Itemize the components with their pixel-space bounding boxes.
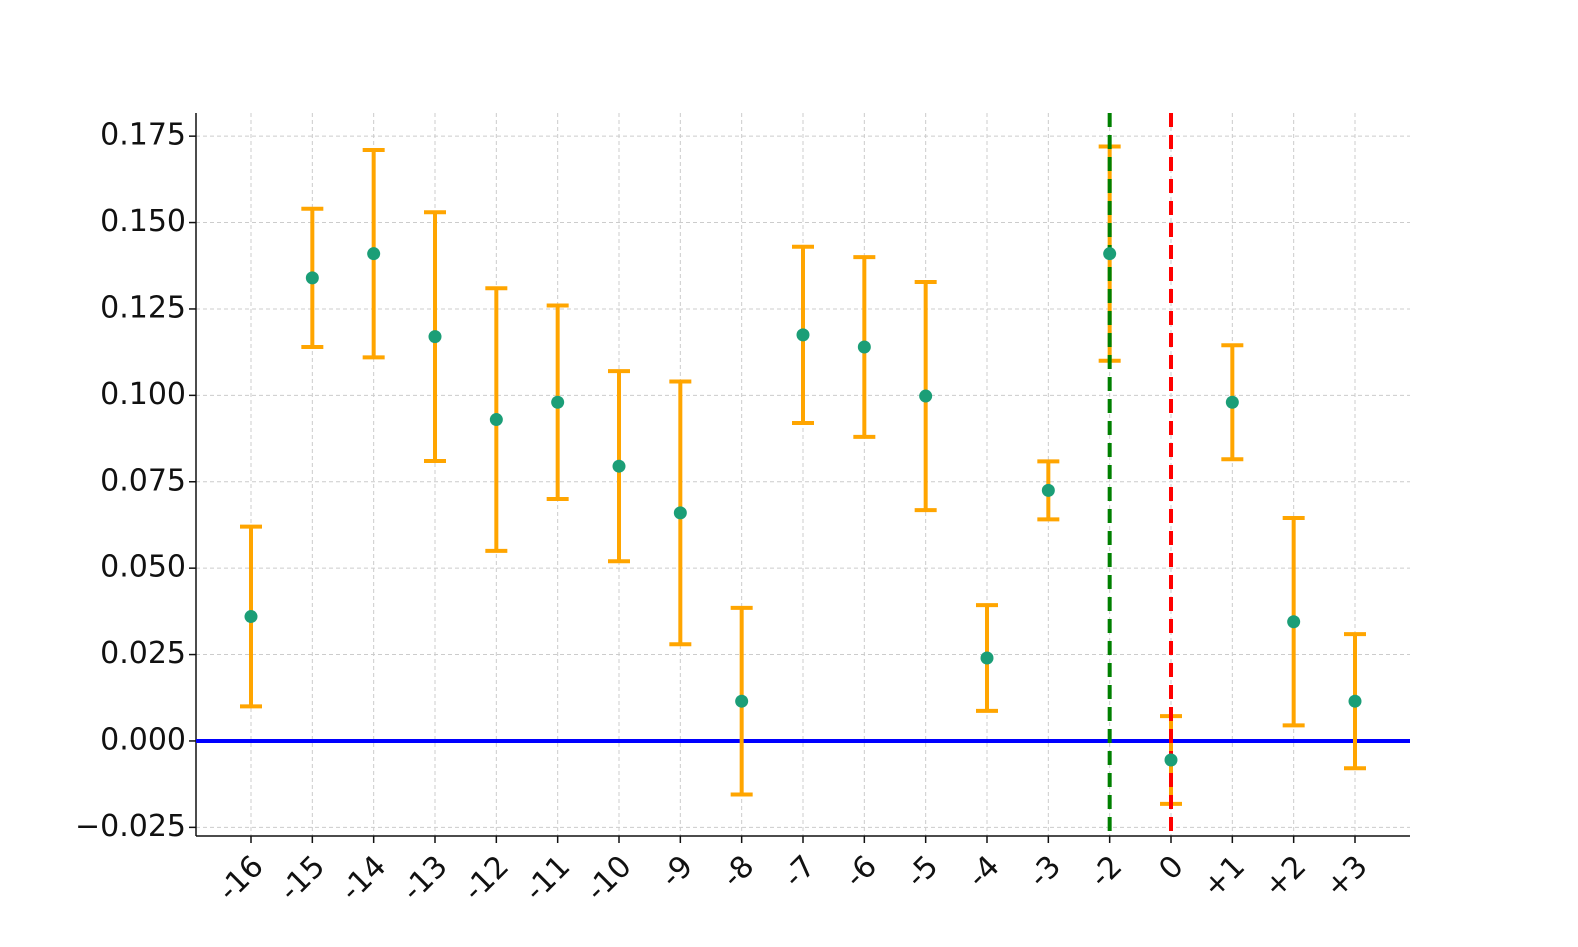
y-tick-label: −0.025 [75,809,186,844]
y-tick-label: 0.050 [100,550,186,585]
point [1348,694,1362,708]
x-tick-label: -15 [273,849,332,908]
x-tick-label: -2 [1083,849,1129,895]
x-tick-label: -14 [334,849,393,908]
x-tick-label: -10 [579,849,638,908]
y-tick-label: 0.175 [100,118,186,153]
x-tick-label: 0 [1152,849,1190,887]
x-tick-label: +3 [1319,849,1375,905]
point [919,389,933,403]
point [428,330,442,344]
x-tick-label: -5 [899,849,945,895]
x-tick-label: -16 [211,849,270,908]
point [551,395,565,409]
y-tick-label: 0.000 [100,722,186,757]
x-tick-label: -11 [518,849,577,908]
point [1287,615,1301,629]
x-tick-label: -6 [838,849,884,895]
point [796,328,810,342]
point [980,651,994,665]
point [1164,753,1178,767]
x-tick-label: -13 [395,849,454,908]
x-tick-label: -9 [654,849,700,895]
point [1103,247,1117,261]
y-tick-label: 0.075 [100,463,186,498]
y-tick-label: 0.100 [100,377,186,412]
point [673,506,687,520]
point [735,694,749,708]
x-tick-label: -7 [777,849,823,895]
point [1225,395,1239,409]
point [612,459,626,473]
y-tick-label: 0.150 [100,204,186,239]
x-tick-label: -8 [715,849,761,895]
point [857,340,871,354]
x-tick-label: -4 [961,849,1007,895]
x-tick-label: +2 [1257,849,1313,905]
point [244,610,258,624]
x-tick-label: -12 [457,849,516,908]
y-tick-label: 0.125 [100,290,186,325]
point [305,271,319,285]
x-tick-label: +1 [1196,849,1252,905]
point [367,247,381,261]
point [1041,483,1055,497]
x-tick-label: -3 [1022,849,1068,895]
y-tick-label: 0.025 [100,636,186,671]
point [489,413,503,427]
